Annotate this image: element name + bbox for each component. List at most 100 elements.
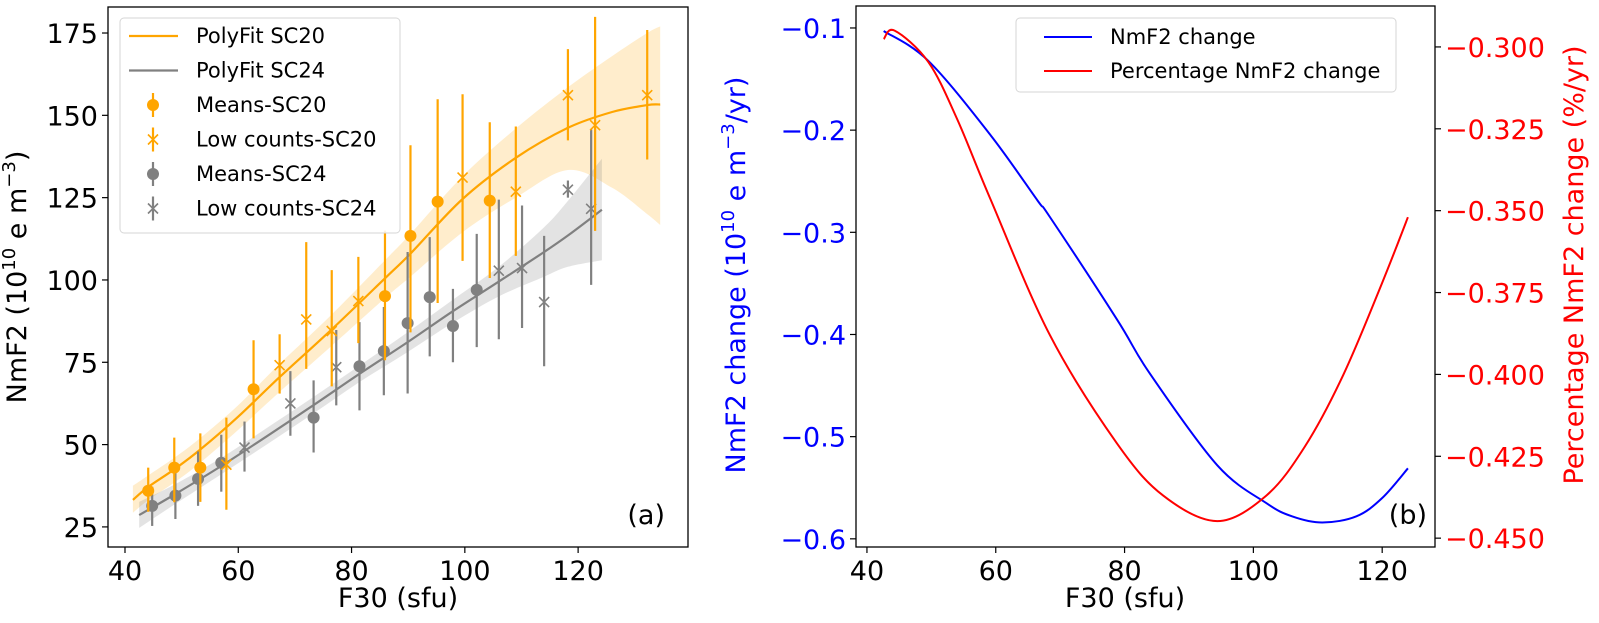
- legend-b: NmF2 change Percentage NmF2 change: [1015, 17, 1397, 93]
- data-point-mean: [404, 229, 417, 242]
- x-ticks-a: 40 60 80 100 120: [108, 547, 604, 587]
- y-axis-label-right-b: Percentage NmF2 change (%/yr): [1559, 45, 1590, 484]
- y-tick-label-left: −0.6: [780, 525, 846, 556]
- legend-label: PolyFit SC24: [196, 59, 325, 83]
- y-ticks-left-b: −0.1 −0.2 −0.3 −0.4 −0.5 −0.6: [780, 14, 856, 556]
- y-ticks-right-b: −0.300 −0.325 −0.350 −0.375 −0.400 −0.425 −0.4…: [1435, 33, 1545, 555]
- data-point-low-count: [516, 262, 528, 274]
- data-point-mean: [353, 360, 366, 373]
- y-ticks-a: 25 50 75 100 125 150 175: [46, 19, 108, 544]
- y-tick-label: 75: [64, 348, 98, 379]
- data-point-mean: [423, 291, 436, 304]
- data-point-low-count: [641, 89, 653, 101]
- y-axis-label-a: NmF2 (1010 e m−3): [0, 151, 33, 404]
- data-point-mean: [431, 195, 444, 208]
- legend-swatch-dot: [147, 168, 159, 180]
- data-point-mean: [446, 320, 459, 333]
- legend-a: PolyFit SC20 PolyFit SC24 Means-SC20 Low co…: [119, 17, 401, 234]
- data-point-mean: [483, 194, 496, 207]
- legend-label: Low counts-SC20: [196, 128, 377, 152]
- data-point-low-count: [562, 89, 574, 101]
- panel-label-b: (b): [1389, 500, 1427, 531]
- y-tick-label-right: −0.450: [1445, 524, 1545, 555]
- data-point-mean: [169, 489, 182, 502]
- x-tick-label: 100: [1228, 556, 1280, 587]
- data-point-mean: [401, 317, 414, 330]
- y-tick-label: 150: [46, 101, 98, 132]
- axes-frame-a: [107, 6, 689, 548]
- data-point-mean: [470, 283, 483, 296]
- data-point-low-count: [220, 459, 232, 471]
- y-axis-label-left-b: NmF2 change (1010 e m−3/yr): [718, 77, 752, 474]
- data-point-mean: [168, 461, 181, 474]
- line-percentage-nmf2-change: [882, 28, 1409, 523]
- x-axis-label-b: F30 (sfu): [1065, 583, 1185, 614]
- y-tick-label: 175: [46, 19, 98, 50]
- y-tick-label-left: −0.1: [780, 14, 846, 45]
- x-tick-label: 120: [552, 556, 604, 587]
- legend-label: Means-SC20: [196, 93, 326, 117]
- data-point-low-count: [274, 359, 286, 371]
- data-point-mean: [192, 472, 205, 485]
- x-axis-label-a: F30 (sfu): [338, 583, 458, 614]
- y-tick-label-left: −0.4: [780, 320, 846, 351]
- data-point-low-count: [238, 441, 251, 454]
- x-tick-label: 40: [108, 556, 142, 587]
- legend-label: PolyFit SC20: [196, 24, 325, 48]
- plot-area-b: [856, 6, 1435, 547]
- data-point-low-count: [493, 265, 505, 277]
- y-tick-label-right: −0.425: [1445, 442, 1545, 473]
- y-tick-label-right: −0.325: [1445, 115, 1545, 146]
- y-tick-label-left: −0.5: [780, 423, 846, 454]
- panel-label-a: (a): [627, 500, 665, 531]
- data-point-low-count: [457, 171, 469, 184]
- data-point-low-count: [300, 313, 312, 326]
- data-point-mean: [378, 290, 391, 303]
- legend-box-b: [1015, 17, 1397, 93]
- y-tick-label-right: −0.350: [1445, 197, 1545, 228]
- data-point-low-count: [589, 119, 601, 131]
- legend-swatch-dot: [147, 99, 159, 111]
- y-tick-label: 25: [64, 513, 98, 544]
- panel-b: 40 60 80 100 120 −0.1 −0.2 −0.3 −0.4 −0.5 −0.6 −0…: [718, 5, 1590, 614]
- legend-swatch-cross: [147, 202, 159, 215]
- lines-b: [882, 28, 1409, 524]
- y-tick-label: 125: [46, 184, 98, 215]
- data-point-low-count: [330, 361, 342, 373]
- legend-box-a: [119, 17, 401, 234]
- x-tick-label: 60: [221, 556, 255, 587]
- x-tick-label: 80: [334, 556, 368, 587]
- legend-item: PolyFit SC24: [129, 59, 325, 83]
- legend-label: NmF2 change: [1110, 25, 1256, 49]
- y-tick-label-left: −0.3: [780, 218, 846, 249]
- x-tick-label: 60: [979, 556, 1013, 587]
- data-point-low-count: [538, 296, 550, 308]
- legend-item: NmF2 change: [1044, 25, 1256, 49]
- y-tick-label-right: −0.400: [1445, 360, 1545, 391]
- data-point-mean: [142, 484, 155, 497]
- axes-frame-b: [855, 5, 1436, 548]
- x-tick-label: 100: [439, 556, 491, 587]
- data-point-mean: [247, 383, 260, 396]
- data-point-low-count: [510, 186, 522, 198]
- legend-item: Percentage NmF2 change: [1044, 59, 1380, 83]
- data-point-low-count: [326, 325, 338, 337]
- x-tick-label: 120: [1356, 556, 1408, 587]
- legend-label: Low counts-SC24: [196, 197, 377, 221]
- x-tick-label: 40: [850, 556, 884, 587]
- x-ticks-b: 40 60 80 100 120: [850, 547, 1408, 587]
- y-tick-label-right: −0.375: [1445, 279, 1545, 310]
- y-tick-label: 50: [64, 431, 98, 462]
- legend-item: Low counts-SC20: [147, 127, 377, 152]
- data-point-low-count: [352, 295, 364, 307]
- data-point-low-count: [284, 397, 296, 410]
- data-point-low-count: [562, 184, 574, 196]
- legend-swatch-cross: [147, 133, 159, 146]
- confidence-band-sc24: [139, 158, 602, 528]
- data-point-mean: [307, 411, 320, 424]
- legend-item: Means-SC24: [147, 162, 326, 186]
- line-nmf2-change: [883, 30, 1409, 524]
- legend-item: PolyFit SC20: [129, 24, 325, 48]
- x-tick-label: 80: [1107, 556, 1141, 587]
